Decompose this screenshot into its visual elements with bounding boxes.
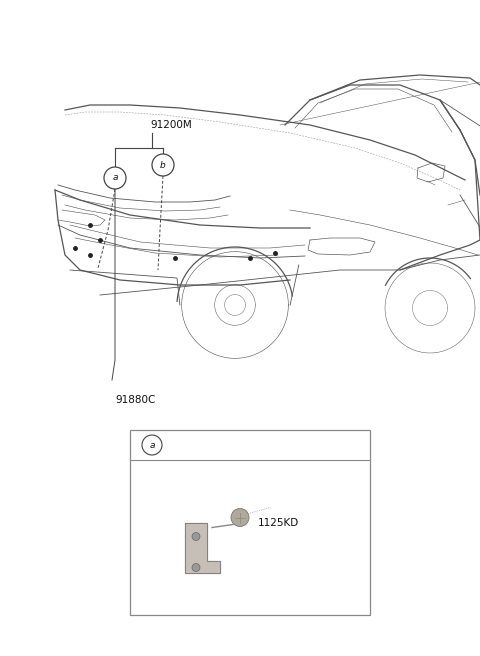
Circle shape xyxy=(142,435,162,455)
Circle shape xyxy=(104,167,126,189)
Text: b: b xyxy=(160,161,166,169)
Text: 1125KD: 1125KD xyxy=(258,518,299,527)
Text: 91200M: 91200M xyxy=(150,120,192,130)
Circle shape xyxy=(152,154,174,176)
Text: 91880C: 91880C xyxy=(115,395,156,405)
Circle shape xyxy=(192,533,200,541)
Bar xyxy=(130,430,370,615)
Polygon shape xyxy=(185,522,220,573)
Circle shape xyxy=(192,564,200,571)
Circle shape xyxy=(231,508,249,527)
Text: a: a xyxy=(149,440,155,449)
Text: a: a xyxy=(112,173,118,182)
